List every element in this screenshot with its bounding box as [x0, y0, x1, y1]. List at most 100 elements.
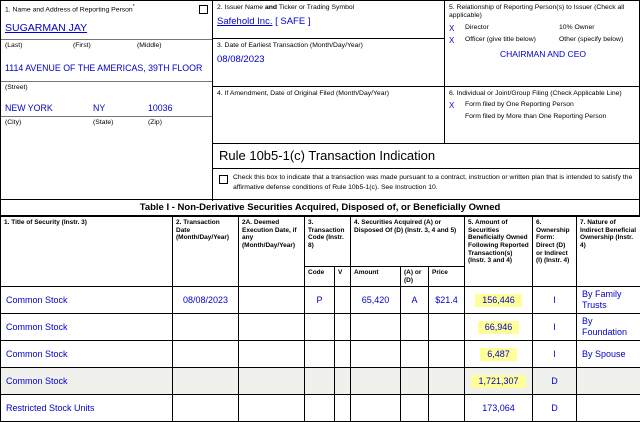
table-row: Common Stock 6,487 I By Spouse: [1, 341, 640, 368]
footnote-asterisk: *: [133, 4, 135, 10]
owned-highlight: 156,446: [475, 294, 522, 307]
ten-percent-checkbox-mark[interactable]: [547, 24, 559, 33]
other-checkbox-mark[interactable]: [547, 36, 559, 45]
security-title-cell: Common Stock: [1, 341, 173, 368]
street-label-row: (Street): [1, 81, 212, 95]
deemed-date-cell: [239, 341, 305, 368]
price-cell: [429, 314, 465, 341]
owned-highlight: 66,946: [478, 321, 520, 334]
relationship-row-officer: X Officer (give title below) Other (spec…: [449, 36, 637, 45]
subheader-amount: Amount: [351, 267, 401, 287]
reporting-person-label: 1. Name and Address of Reporting Person*: [5, 4, 135, 15]
issuer-label-pre: 2. Issuer Name: [217, 4, 263, 11]
security-title-cell: Restricted Stock Units: [1, 395, 173, 422]
director-checkbox-mark[interactable]: X: [449, 24, 465, 33]
relationship-box: 5. Relationship of Reporting Person(s) t…: [445, 1, 640, 87]
reporting-person-checkbox[interactable]: [199, 5, 208, 14]
reporting-person-label-text: 1. Name and Address of Reporting Person: [5, 6, 133, 13]
a-or-d-cell: [401, 368, 429, 395]
security-title-cell: Common Stock: [1, 287, 173, 314]
relationship-label: 5. Relationship of Reporting Person(s) t…: [449, 4, 637, 21]
amendment-label: 4. If Amendment, Date of Original Filed …: [217, 90, 440, 98]
reporting-person-box: 1. Name and Address of Reporting Person*…: [1, 1, 213, 201]
transaction-date-cell: 08/08/2023: [173, 287, 239, 314]
table-row: Restricted Stock Units 173,064 D: [1, 395, 640, 422]
header-title-of-security: 1. Title of Security (Instr. 3): [1, 217, 173, 287]
other-label: Other (specify below): [559, 36, 637, 45]
v-cell: [335, 368, 351, 395]
ownership-form-cell: I: [533, 287, 577, 314]
issuer-ticker-link[interactable]: [ SAFE ]: [275, 16, 310, 27]
relationship-row-director: X Director 10% Owner: [449, 24, 637, 33]
issuer-name-link[interactable]: Safehold Inc.: [217, 16, 272, 27]
city-state-zip-labels: (City) (State) (Zip): [1, 116, 212, 130]
a-or-d-cell: [401, 314, 429, 341]
subheader-a-or-d: (A) or (D): [401, 267, 429, 287]
filing-row-one-person: X Form filed by One Reporting Person: [449, 101, 637, 110]
one-person-label: Form filed by One Reporting Person: [465, 101, 637, 110]
owned-highlight: 1,721,307: [471, 375, 525, 388]
code-cell: P: [305, 287, 335, 314]
earliest-transaction-label: 3. Date of Earliest Transaction (Month/D…: [217, 42, 440, 50]
group-checkbox-mark[interactable]: [449, 113, 465, 121]
deemed-date-cell: [239, 395, 305, 422]
amendment-box: 4. If Amendment, Date of Original Filed …: [213, 87, 444, 143]
header-amount-owned: 5. Amount of Securities Beneficially Own…: [465, 217, 533, 287]
one-person-checkbox-mark[interactable]: X: [449, 101, 465, 110]
earliest-transaction-box: 3. Date of Earliest Transaction (Month/D…: [213, 39, 444, 87]
issuer-label-and: and: [265, 4, 277, 11]
header-transaction-date: 2. Transaction Date (Month/Day/Year): [173, 217, 239, 287]
officer-checkbox-mark[interactable]: X: [449, 36, 465, 45]
rule-10b5-title: Rule 10b5-1(c) Transaction Indication: [213, 144, 640, 169]
owned-cell: 6,487: [465, 341, 533, 368]
v-cell: [335, 395, 351, 422]
a-or-d-cell: [401, 341, 429, 368]
filing-type-label: 6. Individual or Joint/Group Filing (Che…: [449, 90, 637, 98]
rule-10b5-text: Check this box to indicate that a transa…: [233, 173, 635, 192]
table1-title: Table I - Non-Derivative Securities Acqu…: [0, 200, 640, 216]
owned-highlight: 6,487: [480, 348, 517, 361]
filing-type-box: 6. Individual or Joint/Group Filing (Che…: [445, 87, 640, 143]
reporting-person-address: 1114 AVENUE OF THE AMERICAS, 39TH FLOOR: [1, 53, 212, 80]
city-value: NEW YORK: [5, 103, 93, 113]
group-label: Form filed by More than One Reporting Pe…: [465, 113, 637, 121]
city-state-zip-values: NEW YORK NY 10036: [1, 101, 212, 116]
rule-10b5-body: Check this box to indicate that a transa…: [213, 169, 640, 196]
reporting-person-name-link[interactable]: SUGARMAN JAY: [5, 22, 87, 34]
director-label: Director: [465, 24, 547, 33]
middle-label: (Middle): [137, 42, 208, 50]
issuer-column: 2. Issuer Name and Ticker or Trading Sym…: [213, 1, 445, 143]
header-nature-indirect: 7. Nature of Indirect Beneficial Ownersh…: [577, 217, 640, 287]
header-deemed-execution-date: 2A. Deemed Execution Date, if any (Month…: [239, 217, 305, 287]
city-label: (City): [5, 119, 93, 127]
deemed-date-cell: [239, 368, 305, 395]
owned-cell: 173,064: [465, 395, 533, 422]
price-cell: [429, 341, 465, 368]
ownership-form-cell: D: [533, 395, 577, 422]
nature-cell: By Spouse: [577, 341, 640, 368]
subheader-code: Code: [305, 267, 335, 287]
last-label: (Last): [5, 42, 73, 50]
nature-cell: By Foundation: [577, 314, 640, 341]
transaction-date-cell: [173, 314, 239, 341]
table-row: Common Stock 08/08/2023 P 65,420 A $21.4…: [1, 287, 640, 314]
code-cell: [305, 314, 335, 341]
amount-cell: 65,420: [351, 287, 401, 314]
transaction-date-cell: [173, 341, 239, 368]
security-title-cell: Common Stock: [1, 314, 173, 341]
v-cell: [335, 341, 351, 368]
a-or-d-cell: [401, 395, 429, 422]
table-row: Common Stock 66,946 I By Foundation: [1, 314, 640, 341]
rule-10b5-checkbox[interactable]: [219, 175, 228, 184]
relationship-column: 5. Relationship of Reporting Person(s) t…: [445, 1, 640, 143]
ten-percent-label: 10% Owner: [559, 24, 637, 33]
subheader-v: V: [335, 267, 351, 287]
rule-10b5-section: Rule 10b5-1(c) Transaction Indication Ch…: [213, 143, 640, 201]
a-or-d-cell: A: [401, 287, 429, 314]
owned-cell: 1,721,307: [465, 368, 533, 395]
nature-cell: [577, 368, 640, 395]
transaction-date-cell: [173, 368, 239, 395]
officer-label: Officer (give title below): [465, 36, 547, 45]
header-transaction-code: 3. Transaction Code (Instr. 8): [305, 217, 351, 267]
table1: 1. Title of Security (Instr. 3) 2. Trans…: [0, 216, 640, 422]
